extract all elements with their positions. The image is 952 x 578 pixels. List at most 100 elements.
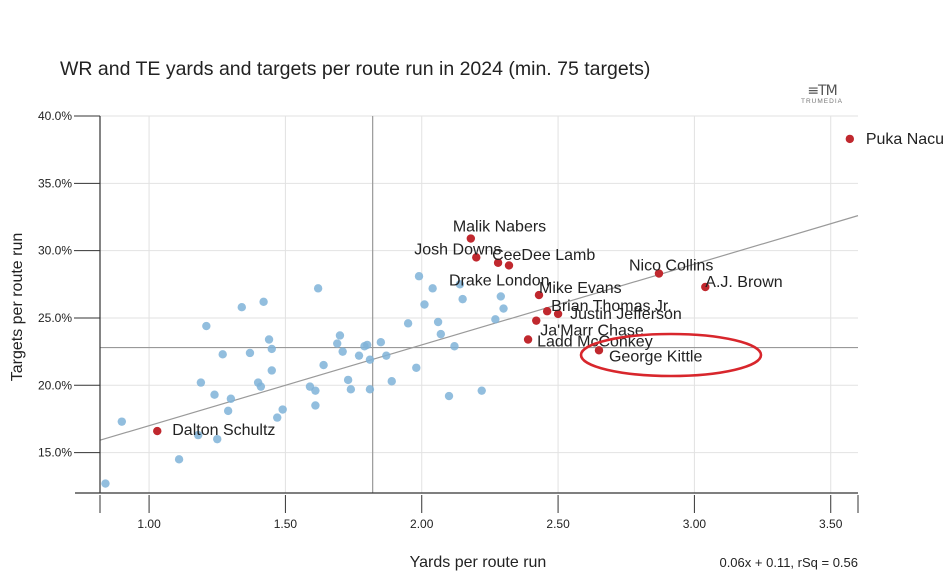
other-player-point [346,385,356,394]
other-player-point [259,297,268,307]
player-label: Dalton Schultz [172,422,275,439]
other-player-point [319,360,328,370]
highlighted-player-point [542,307,552,316]
other-player-point [491,315,500,324]
y-tick-label: 30.0% [38,244,72,258]
other-player-point [313,284,323,293]
other-player-point [433,317,443,327]
other-player-point [213,434,222,444]
player-label: Drake London [449,272,550,289]
other-player-point [382,351,391,360]
other-player-point [218,350,227,359]
player-label: Ja'Marr Chase [540,323,644,340]
y-tick-label: 20.0% [38,378,72,392]
y-tick-label: 25.0% [38,311,72,325]
player-label: Malik Nabers [453,219,546,236]
x-tick-label: 1.50 [274,517,298,531]
player-label: CeeDee Lamb [492,247,595,264]
trendline-layer [99,215,859,441]
other-player-point [414,272,424,281]
highlighted-player-point [532,316,541,325]
other-player-point [450,342,459,351]
other-player-point [267,344,276,354]
other-player-point [496,292,506,301]
other-player-point [256,382,266,391]
other-player-point [333,339,342,348]
other-player-point [226,394,236,403]
other-player-point [365,385,375,394]
highlighted-player-point [472,253,481,262]
player-label: Puka Nacu [866,131,944,148]
x-tick-label: 3.00 [683,517,707,531]
other-player-point [223,406,233,416]
other-player-point [101,479,110,488]
trumedia-logo: ≡TM TRUMEDIA [792,84,852,105]
other-player-point [202,321,211,331]
other-player-point [376,338,386,347]
x-axis-title: Yards per route run [410,554,547,571]
other-player-point [363,340,372,350]
other-player-point [477,386,486,395]
chart-title: WR and TE yards and targets per route ru… [60,58,651,80]
other-player-point [387,377,396,386]
highlighted-player-point [523,335,533,344]
x-tick-label: 2.50 [546,517,570,531]
other-player-point [335,331,345,340]
y-tick-label: 40.0% [38,109,72,123]
other-player-point [499,304,508,313]
player-label: George Kittle [609,348,702,365]
grid [100,115,858,493]
x-tick-label: 3.50 [819,517,843,531]
trumedia-logo-mark-icon: ≡TM [807,83,837,99]
other-player-point [338,347,347,356]
other-player-point [267,366,276,375]
other-players [101,272,508,488]
highlighted-player-point [153,426,162,436]
player-label: A.J. Brown [705,274,782,291]
trumedia-logo-text: TRUMEDIA [801,98,843,105]
x-tick-label: 2.00 [410,517,434,531]
other-player-point [403,319,413,328]
highlighted-player-point [654,269,664,278]
highlighted-player-point [845,134,855,144]
y-tick-label: 15.0% [38,446,72,460]
other-player-point [278,405,287,414]
other-player-point [455,280,465,289]
other-player-point [311,386,320,395]
x-tick-label: 1.00 [137,517,161,531]
other-player-point [436,329,446,339]
player-label: Josh Downs [414,241,501,258]
axes: 1.00 1.50 2.00 2.50 3.00 3.50 15.0% 20.0% 25.0% 3… [38,109,859,531]
highlighted-player-point [534,290,544,300]
player-label: Brian Thomas Jr. [551,298,672,315]
highlighted-player-point [466,234,476,243]
other-player-point [117,417,127,426]
player-label: Mike Evans [539,280,622,297]
y-tick-label: 35.0% [38,176,72,190]
player-label: Nico Collins [629,258,713,275]
other-player-point [237,302,246,312]
highlighted-player-point [504,261,514,270]
other-player-point [343,375,353,385]
player-label: Justin Jefferson [570,306,682,323]
trendline-equation: 0.06x + 0.11, rSq = 0.56 [719,555,858,570]
other-player-point [412,363,421,372]
trendline [99,215,859,441]
other-player-point [245,348,255,358]
highlighted-player-point [701,282,710,292]
highlighted-player-point [553,309,563,319]
highlighted-players [153,134,855,436]
other-player-point [210,390,219,399]
other-player-point [193,430,203,440]
other-player-point [458,294,467,304]
highlighted-player-point [594,346,604,355]
other-player-point [354,351,364,360]
other-player-point [174,455,184,464]
other-player-point [273,413,282,422]
other-player-point [264,335,274,344]
highlighted-player-point [493,258,503,267]
george-kittle-highlight-circle [579,332,763,378]
other-player-point [444,391,454,401]
